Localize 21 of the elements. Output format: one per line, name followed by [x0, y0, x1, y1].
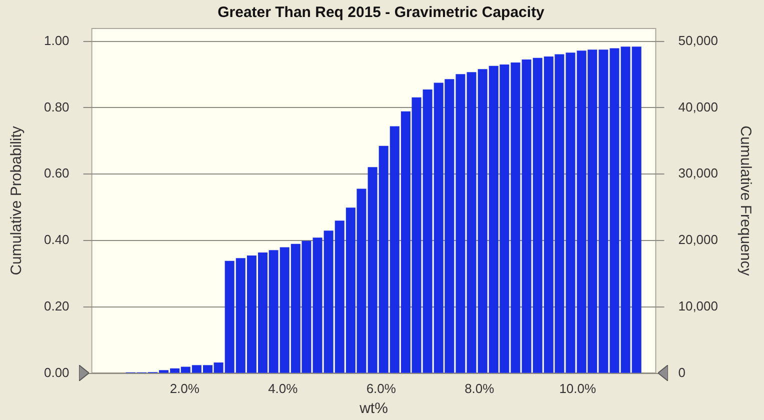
x-axis-title: wt%: [358, 400, 388, 418]
y2-tick-label: 30,000: [678, 166, 718, 181]
y2-tick-label: 50,000: [678, 32, 718, 48]
x-tick-label: 6.0%: [366, 380, 396, 396]
y-axis-title: Cumulative Probability: [8, 126, 26, 276]
y-tick-label: 0.20: [44, 298, 70, 314]
y2-tick-label: 20,000: [678, 232, 718, 248]
y2-axis-title: Cumulative Frequency: [736, 126, 754, 276]
y-tick-label: 0.40: [44, 232, 70, 248]
y-tick-label: 0.00: [44, 364, 70, 380]
y2-tick-label: 0: [678, 364, 686, 380]
y2-tick-label: 40,000: [678, 99, 718, 114]
x-tick-label: 8.0%: [464, 380, 495, 396]
y-tick-label: 0.80: [44, 99, 70, 114]
x-tick-label: 10.0%: [559, 380, 597, 396]
x-tick-label: 4.0%: [268, 380, 298, 396]
y2-tick-label: 10,000: [678, 298, 718, 314]
x-tick-label: 2.0%: [170, 380, 200, 396]
y-tick-label: 1.00: [44, 32, 70, 48]
y-tick-label: 0.60: [44, 166, 70, 181]
chart-title: Greater Than Req 2015 - Gravimetric Capacity: [218, 4, 546, 22]
